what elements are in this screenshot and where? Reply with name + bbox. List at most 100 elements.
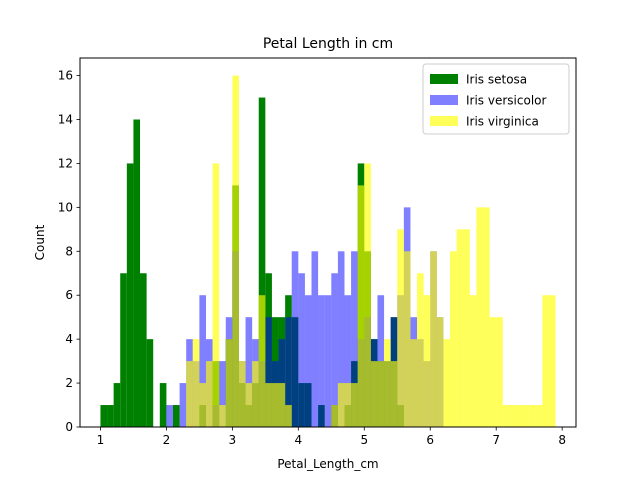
bar-iris-virginica xyxy=(515,405,523,427)
bar-iris-versicolor xyxy=(298,273,305,427)
bar-iris-virginica xyxy=(265,383,272,427)
bar-iris-setosa xyxy=(120,273,127,427)
y-tick-label: 2 xyxy=(65,376,73,390)
x-axis-title: Petal_Length_cm xyxy=(277,457,378,471)
bar-iris-virginica xyxy=(450,251,457,427)
legend-swatch xyxy=(430,95,458,105)
bar-iris-setosa xyxy=(113,383,121,427)
bar-iris-virginica xyxy=(370,361,378,427)
bar-iris-virginica xyxy=(337,383,345,427)
y-tick-label: 14 xyxy=(58,113,73,127)
bar-iris-versicolor xyxy=(351,251,358,427)
legend-box xyxy=(422,63,570,135)
bar-iris-virginica xyxy=(225,339,233,427)
bar-iris-virginica xyxy=(390,361,398,427)
bar-iris-virginica xyxy=(403,251,411,427)
bar-iris-virginica xyxy=(397,229,404,427)
bar-iris-virginica xyxy=(496,317,503,427)
bar-iris-virginica xyxy=(489,317,497,427)
bar-iris-virginica xyxy=(423,295,431,427)
bar-iris-versicolor xyxy=(166,405,173,427)
y-tick-label: 16 xyxy=(58,69,73,83)
bar-iris-virginica xyxy=(443,339,451,427)
bar-iris-versicolor xyxy=(337,251,345,427)
bar-iris-virginica xyxy=(417,273,424,427)
y-axis-title: Count xyxy=(33,224,47,260)
bar-iris-versicolor xyxy=(265,317,272,427)
bar-iris-virginica xyxy=(199,383,206,427)
x-tick-label: 4 xyxy=(294,433,302,447)
bar-iris-virginica xyxy=(245,383,253,427)
bar-iris-setosa xyxy=(126,163,134,427)
bar-iris-versicolor xyxy=(179,383,187,427)
bar-iris-virginica xyxy=(522,405,530,427)
bar-iris-setosa xyxy=(159,383,167,427)
legend-swatch xyxy=(430,74,458,84)
bar-iris-versicolor xyxy=(324,295,332,427)
bar-iris-virginica xyxy=(410,339,418,427)
x-tick-label: 1 xyxy=(97,433,105,447)
x-tick-label: 5 xyxy=(360,433,368,447)
y-tick-label: 4 xyxy=(65,332,73,346)
legend-swatch xyxy=(430,116,458,126)
bar-iris-virginica xyxy=(535,405,543,427)
bar-iris-virginica xyxy=(529,405,536,427)
bar-iris-virginica xyxy=(344,383,352,427)
bar-iris-virginica xyxy=(205,361,213,427)
chart-title: Petal Length in cm xyxy=(263,36,393,52)
bar-iris-virginica xyxy=(476,207,483,427)
bar-iris-setosa xyxy=(107,405,114,427)
bar-iris-versicolor xyxy=(219,361,226,427)
x-tick-label: 7 xyxy=(492,433,500,447)
y-tick-label: 10 xyxy=(58,200,73,214)
y-tick-label: 8 xyxy=(65,244,73,258)
bar-iris-virginica xyxy=(469,295,477,427)
y-tick-label: 6 xyxy=(65,288,73,302)
bar-iris-virginica xyxy=(357,185,365,427)
bar-iris-virginica xyxy=(192,339,200,427)
bar-iris-setosa xyxy=(133,119,141,427)
bar-iris-versicolor xyxy=(199,295,206,427)
legend: Iris setosa Iris versicolor Iris virginica xyxy=(422,63,570,135)
legend-label: Iris virginica xyxy=(466,115,539,129)
bar-iris-virginica xyxy=(483,207,490,427)
bar-iris-virginica xyxy=(212,163,220,427)
x-tick-label: 2 xyxy=(163,433,171,447)
y-tick-label: 0 xyxy=(65,420,73,434)
bar-iris-virginica xyxy=(436,317,444,427)
bar-iris-versicolor xyxy=(291,251,299,427)
bar-iris-virginica xyxy=(351,383,358,427)
bar-iris-setosa xyxy=(173,405,180,427)
bar-iris-versicolor xyxy=(285,317,292,427)
bar-iris-virginica xyxy=(285,405,292,427)
bar-iris-virginica xyxy=(252,361,259,427)
bar-iris-virginica xyxy=(278,383,286,427)
bar-iris-virginica xyxy=(258,295,266,427)
bar-iris-virginica xyxy=(219,405,226,427)
bar-iris-virginica xyxy=(384,339,391,427)
bar-iris-virginica xyxy=(271,383,279,427)
bar-iris-versicolor xyxy=(377,295,385,427)
bar-iris-virginica xyxy=(232,75,239,427)
bar-iris-virginica xyxy=(430,251,437,427)
bar-iris-virginica xyxy=(509,405,516,427)
bar-iris-virginica xyxy=(542,295,549,427)
bar-iris-virginica xyxy=(331,405,338,427)
bar-iris-virginica xyxy=(238,361,246,427)
bar-iris-versicolor xyxy=(311,251,319,427)
bar-iris-setosa xyxy=(146,339,154,427)
legend-label: Iris setosa xyxy=(466,73,527,87)
bar-iris-setosa xyxy=(140,273,147,427)
bar-iris-versicolor xyxy=(304,295,312,427)
legend-label: Iris versicolor xyxy=(466,94,546,108)
x-tick-label: 3 xyxy=(229,433,237,447)
bar-iris-setosa xyxy=(258,97,266,427)
bars-layer xyxy=(100,75,556,427)
bar-iris-virginica xyxy=(548,295,556,427)
plot-frame xyxy=(79,57,577,428)
bar-iris-versicolor xyxy=(344,295,352,427)
bar-iris-virginica xyxy=(456,229,464,427)
bar-iris-versicolor xyxy=(318,295,325,427)
y-tick-label: 12 xyxy=(58,156,73,170)
